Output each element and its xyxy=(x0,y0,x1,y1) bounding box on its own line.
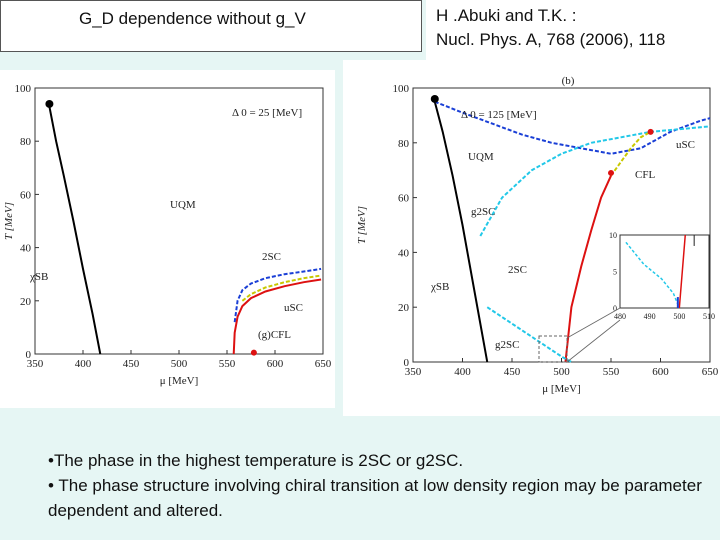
chart-a-x-tick-label: 350 xyxy=(27,358,44,370)
chart-b-y-tick-label: 40 xyxy=(398,247,410,259)
chart-a-x-tick-label: 550 xyxy=(219,358,236,370)
slide-title: G_D dependence without g_V xyxy=(79,9,306,28)
title-box: G_D dependence without g_V xyxy=(0,0,422,52)
inset-x-tick-label: 500 xyxy=(673,312,685,321)
chart-b-data-point xyxy=(608,169,614,176)
chart-a-y-tick-label: 100 xyxy=(15,83,32,95)
chart-a-region-label: (g)CFL xyxy=(258,329,291,341)
chart-b-data-point xyxy=(430,94,439,103)
inset-x-tick-label: 510 xyxy=(703,312,715,321)
zoom-connector xyxy=(566,307,621,339)
zoom-connector xyxy=(566,319,621,363)
chart-a-y-tick-label: 60 xyxy=(20,189,32,201)
chart-a-data-point xyxy=(250,349,257,356)
chart-b-panel-label: (b) xyxy=(562,75,575,87)
inset-x-tick-label: 490 xyxy=(644,312,656,321)
chart-b-series-line xyxy=(433,101,489,363)
citation-box: H .Abuki and T.K. : Nucl. Phys. A, 768 (… xyxy=(426,0,720,62)
chart-b-data-point xyxy=(647,128,654,135)
chart-b-x-tick-label: 550 xyxy=(603,366,620,378)
phase-diagram-right: 350 400 450 500 550 600 650 0 20 40 60 80 100 μ [MeV]… xyxy=(343,60,720,416)
chart-a-region-label: 2SC xyxy=(262,251,281,263)
chart-a-y-tick-label: 40 xyxy=(20,243,32,255)
chart-a-data-point xyxy=(45,99,54,108)
chart-b-region-label: g2SC xyxy=(495,339,519,351)
chart-a-x-tick-label: 650 xyxy=(315,358,332,370)
chart-a-x-tick-label: 450 xyxy=(123,358,140,370)
bullet-1: •The phase in the highest temperature is… xyxy=(48,451,464,470)
chart-b-y-tick-label: 80 xyxy=(398,138,410,150)
chart-a-region-label: uSC xyxy=(284,302,303,314)
chart-a-annotation: Δ 0 = 25 [MeV] xyxy=(232,107,302,119)
chart-b-x-tick-label: 350 xyxy=(405,366,422,378)
chart-b-region-label: UQM xyxy=(468,151,494,163)
chart-b-region-label: g2SC xyxy=(471,206,495,218)
chart-a-y-tick-label: 0 xyxy=(26,349,32,361)
chart-b-plot-frame xyxy=(412,87,711,363)
chart-b-series-line xyxy=(610,130,652,177)
bullet-2: • The phase structure involving chiral t… xyxy=(48,476,702,520)
inset-series-line xyxy=(678,234,687,309)
chart-b-annotation: Δ 0 = 125 [MeV] xyxy=(461,109,537,121)
chart-b-y-tick-label: 100 xyxy=(393,83,410,95)
inset-x-tick-label: 480 xyxy=(614,312,626,321)
chart-a-y-axis-label: T [MeV] xyxy=(3,202,15,240)
chart-a-series-line xyxy=(233,267,322,323)
chart-a-region-label: UQM xyxy=(170,199,196,211)
chart-b-region-label: χSB xyxy=(430,281,449,293)
chart-b-region-label: 2SC xyxy=(508,264,527,276)
chart-a-region-label: χSB xyxy=(29,271,48,283)
inset-y-tick-label: 10 xyxy=(609,231,617,240)
bullet-list: •The phase in the highest temperature is… xyxy=(48,448,713,523)
inset-series-line xyxy=(625,241,681,309)
chart-a-x-axis-label: μ [MeV] xyxy=(160,375,199,387)
chart-b-x-tick-label: 500 xyxy=(553,366,570,378)
inset-y-tick-label: 0 xyxy=(613,304,617,313)
chart-b-series-line xyxy=(486,306,572,363)
inset-y-tick-label: 5 xyxy=(613,268,617,277)
chart-b-region-label: CFL xyxy=(635,169,655,181)
chart-b-x-tick-label: 650 xyxy=(702,366,719,378)
chart-a-y-tick-label: 80 xyxy=(20,136,32,148)
chart-b-region-label: uSC xyxy=(676,139,695,151)
chart-a-x-tick-label: 500 xyxy=(171,358,188,370)
chart-a-y-tick-label: 20 xyxy=(20,296,32,308)
citation-journal: Nucl. Phys. A, 768 (2006), 118 xyxy=(436,30,666,49)
phase-diagram-a-svg: 350 400 450 500 550 600 650 0 20 40 60 80 100 μ [MeV]… xyxy=(3,83,332,387)
chart-a-x-tick-label: 600 xyxy=(267,358,284,370)
zoom-box xyxy=(538,335,568,363)
chart-b-y-axis-label: T [MeV] xyxy=(356,206,368,244)
chart-a-x-tick-label: 400 xyxy=(75,358,92,370)
chart-b-x-tick-label: 600 xyxy=(652,366,669,378)
inset-frame xyxy=(619,234,710,309)
chart-b-x-axis-label: μ [MeV] xyxy=(542,383,581,395)
chart-b-series-line xyxy=(564,175,612,363)
chart-b-y-tick-label: 0 xyxy=(404,357,410,369)
chart-a-plot-frame xyxy=(34,87,324,355)
chart-b-x-tick-label: 400 xyxy=(454,366,471,378)
phase-diagram-left: 350 400 450 500 550 600 650 0 20 40 60 80 100 μ [MeV]… xyxy=(0,70,335,408)
chart-b-y-tick-label: 20 xyxy=(398,302,410,314)
chart-a-series-line xyxy=(241,274,322,302)
chart-a-series-line xyxy=(48,106,102,355)
chart-b-y-tick-label: 60 xyxy=(398,193,410,205)
chart-a-series-line xyxy=(232,278,322,355)
citation-authors: H .Abuki and T.K. : xyxy=(436,6,577,25)
chart-b-x-tick-label: 450 xyxy=(504,366,521,378)
chart-b-series-line xyxy=(479,125,711,237)
